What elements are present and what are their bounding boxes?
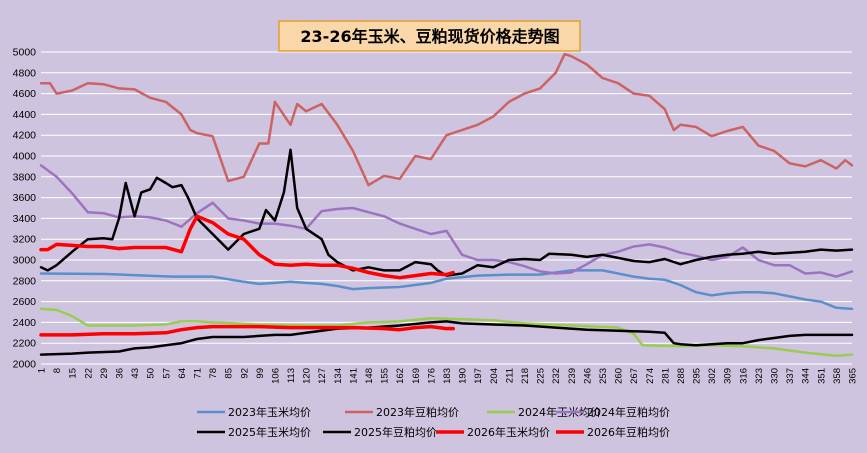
x-axis: 1 8 15 22 29 36 43 50 57 64 71 78 85 92 99 106 113 120 127… [37, 368, 859, 384]
series-line-6 [39, 148, 854, 277]
y-tick-label: 4000 [13, 151, 37, 163]
x-tick-label: 246 [582, 368, 593, 384]
legend-label: 2024年豆粕均价 [587, 405, 670, 419]
y-tick-label: 4400 [13, 109, 37, 121]
y-tick-label: 4200 [13, 130, 37, 142]
series-line-2 [39, 52, 854, 187]
series-line-7 [39, 324, 455, 337]
y-tick-label: 3400 [13, 213, 37, 225]
x-tick-label: 57 [161, 368, 172, 379]
x-tick-label: 8 [52, 368, 63, 373]
x-tick-label: 50 [146, 368, 157, 379]
legend-label: 2026年玉米均价 [467, 425, 550, 439]
x-tick-label: 253 [598, 368, 609, 384]
legend-label: 2023年豆粕均价 [376, 405, 459, 419]
series-line-5 [39, 320, 854, 356]
x-tick-label: 365 [848, 368, 859, 384]
x-tick-label: 197 [473, 368, 484, 384]
x-tick-label: 330 [770, 368, 781, 384]
x-tick-label: 71 [192, 368, 203, 379]
legend-label: 2025年玉米均价 [228, 425, 311, 439]
x-tick-label: 85 [224, 368, 235, 379]
x-tick-label: 309 [723, 368, 734, 384]
chart-title-box [278, 20, 581, 52]
y-tick-label: 3800 [13, 171, 37, 183]
x-tick-label: 15 [68, 368, 79, 379]
y-tick-label: 4800 [13, 67, 37, 79]
x-tick-label: 162 [395, 368, 406, 384]
y-tick-label: 2800 [13, 275, 37, 287]
x-tick-label: 288 [676, 368, 687, 384]
x-tick-label: 99 [255, 368, 266, 379]
series-line-3 [39, 307, 854, 357]
x-tick-label: 218 [520, 368, 531, 384]
legend-label: 2026年豆粕均价 [587, 425, 670, 439]
y-tick-label: 5000 [13, 47, 37, 59]
x-tick-label: 106 [270, 368, 281, 384]
x-tick-label: 64 [177, 368, 188, 379]
y-tick-label: 2200 [13, 338, 37, 350]
x-tick-label: 148 [364, 368, 375, 384]
x-tick-label: 337 [785, 368, 796, 384]
x-tick-label: 225 [536, 368, 547, 384]
x-tick-label: 29 [99, 368, 110, 379]
y-axis: 2000 2200 2400 2600 2800 3000 3200 3400 3600 3800… [13, 47, 37, 371]
y-tick-label: 2000 [13, 359, 37, 371]
y-tick-label: 4600 [13, 88, 37, 100]
y-tick-label: 3600 [13, 192, 37, 204]
series-layer [39, 52, 854, 357]
gridlines [41, 51, 852, 365]
x-tick-label: 274 [645, 368, 656, 384]
x-tick-label: 211 [504, 368, 515, 383]
x-tick-label: 113 [286, 368, 297, 383]
series-line-8 [39, 214, 455, 280]
x-tick-label: 36 [114, 368, 125, 379]
y-tick-label: 3200 [13, 234, 37, 246]
x-tick-label: 169 [411, 368, 422, 384]
x-tick-label: 358 [832, 368, 843, 384]
x-tick-label: 1 [37, 368, 48, 373]
x-tick-label: 134 [333, 368, 344, 384]
x-tick-label: 239 [567, 368, 578, 384]
chart-title-group: 23-26年玉米、豆粕现货价格走势图 [278, 20, 581, 52]
y-tick-label: 2600 [13, 296, 37, 308]
x-tick-label: 267 [629, 368, 640, 384]
x-tick-label: 260 [614, 368, 625, 384]
x-tick-label: 176 [426, 368, 437, 384]
x-tick-label: 351 [816, 368, 827, 384]
legend-label: 2023年玉米均价 [228, 405, 311, 419]
chart-title: 23-26年玉米、豆粕现货价格走势图 [300, 27, 559, 46]
series-line-1 [39, 269, 854, 311]
x-tick-label: 127 [317, 368, 328, 384]
x-tick-label: 92 [239, 368, 250, 379]
x-tick-label: 344 [801, 368, 812, 384]
x-tick-label: 78 [208, 368, 219, 379]
x-tick-label: 316 [738, 368, 749, 384]
x-tick-label: 323 [754, 368, 765, 384]
x-tick-label: 120 [302, 368, 313, 384]
x-tick-label: 141 [348, 368, 359, 384]
x-tick-label: 183 [442, 368, 453, 384]
x-tick-label: 295 [692, 368, 703, 384]
legend: 2023年玉米均价2023年豆粕均价2024年玉米均价2024年豆粕均价2025… [197, 405, 670, 439]
x-tick-label: 204 [489, 368, 500, 384]
x-tick-label: 22 [83, 368, 94, 379]
legend-label: 2025年豆粕均价 [354, 425, 437, 439]
x-tick-label: 155 [380, 368, 391, 384]
x-tick-label: 232 [551, 368, 562, 384]
x-tick-label: 302 [707, 368, 718, 384]
x-tick-label: 281 [660, 368, 671, 384]
y-tick-label: 2400 [13, 317, 37, 329]
x-tick-label: 43 [130, 368, 141, 379]
y-tick-label: 3000 [13, 255, 37, 267]
x-tick-label: 190 [458, 368, 469, 384]
series-line-4 [39, 164, 854, 278]
